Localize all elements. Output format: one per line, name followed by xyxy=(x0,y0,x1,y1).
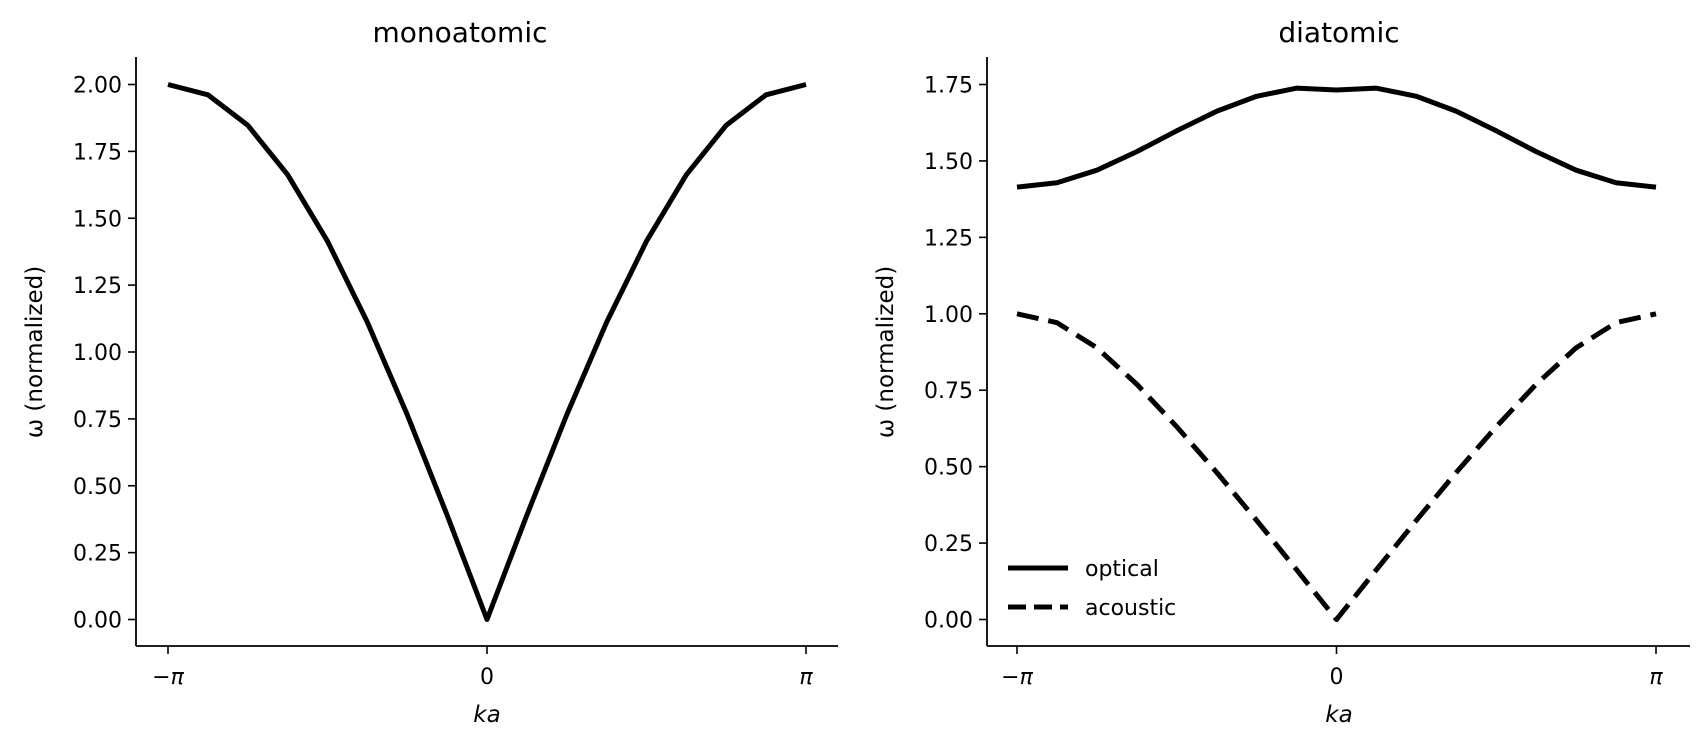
y-tick-label: 1.25 xyxy=(73,274,122,299)
y-tick-label: 0.75 xyxy=(73,408,122,433)
y-ticks: 0.00 0.25 0.50 0.75 1.00 1.25 1.50 1.75 2.00 xyxy=(73,74,136,634)
y-tick-label: 0.50 xyxy=(924,456,973,481)
x-axis-label: ka xyxy=(1325,702,1352,728)
diatomic-panel: diatomic 0.00 0.25 0.50 0.75 1.00 1.25 1.50 1.7… xyxy=(873,16,1690,728)
y-tick-label: 1.50 xyxy=(73,207,122,232)
y-tick-label: 0.75 xyxy=(924,379,973,404)
legend-label-acoustic: acoustic xyxy=(1085,596,1176,621)
x-ticks: −π 0 π xyxy=(152,646,813,690)
y-tick-label: 1.00 xyxy=(924,303,973,328)
plot-area xyxy=(167,82,807,622)
x-axis-label: ka xyxy=(473,702,500,728)
y-tick-label: 1.75 xyxy=(924,74,973,99)
y-tick-label: 1.25 xyxy=(924,226,973,251)
x-tick-label: 0 xyxy=(1330,665,1344,690)
panel-title: monoatomic xyxy=(373,16,548,49)
y-tick-label: 2.00 xyxy=(73,74,122,99)
x-tick-label: −π xyxy=(1001,665,1033,690)
series-line-optical xyxy=(1016,85,1657,190)
y-tick-label: 0.25 xyxy=(924,532,973,557)
y-axis-label: ω (normalized) xyxy=(22,266,48,438)
x-tick-label: −π xyxy=(152,665,184,690)
plot-area xyxy=(1016,85,1657,622)
x-tick-label: 0 xyxy=(480,665,494,690)
x-tick-label: π xyxy=(799,665,813,690)
y-ticks: 0.00 0.25 0.50 0.75 1.00 1.25 1.50 1.75 xyxy=(924,74,987,634)
series-line-acoustic xyxy=(1016,311,1657,622)
x-tick-label: π xyxy=(1649,665,1663,690)
y-tick-label: 0.00 xyxy=(924,609,973,634)
series-line-dispersion xyxy=(167,82,807,622)
panel-title: diatomic xyxy=(1278,16,1399,49)
y-tick-label: 1.50 xyxy=(924,150,973,175)
legend-label-optical: optical xyxy=(1085,557,1159,582)
y-tick-label: 0.00 xyxy=(73,609,122,634)
y-tick-label: 0.25 xyxy=(73,542,122,567)
y-tick-label: 1.00 xyxy=(73,341,122,366)
y-tick-label: 1.75 xyxy=(73,140,122,165)
monoatomic-panel: monoatomic 0.00 0.25 0.50 0.75 1.00 1.25 1.50 1… xyxy=(22,16,838,728)
y-tick-label: 0.50 xyxy=(73,475,122,500)
x-ticks: −π 0 π xyxy=(1001,646,1663,690)
legend: optical acoustic xyxy=(1008,557,1176,621)
y-axis-label: ω (normalized) xyxy=(873,266,899,438)
